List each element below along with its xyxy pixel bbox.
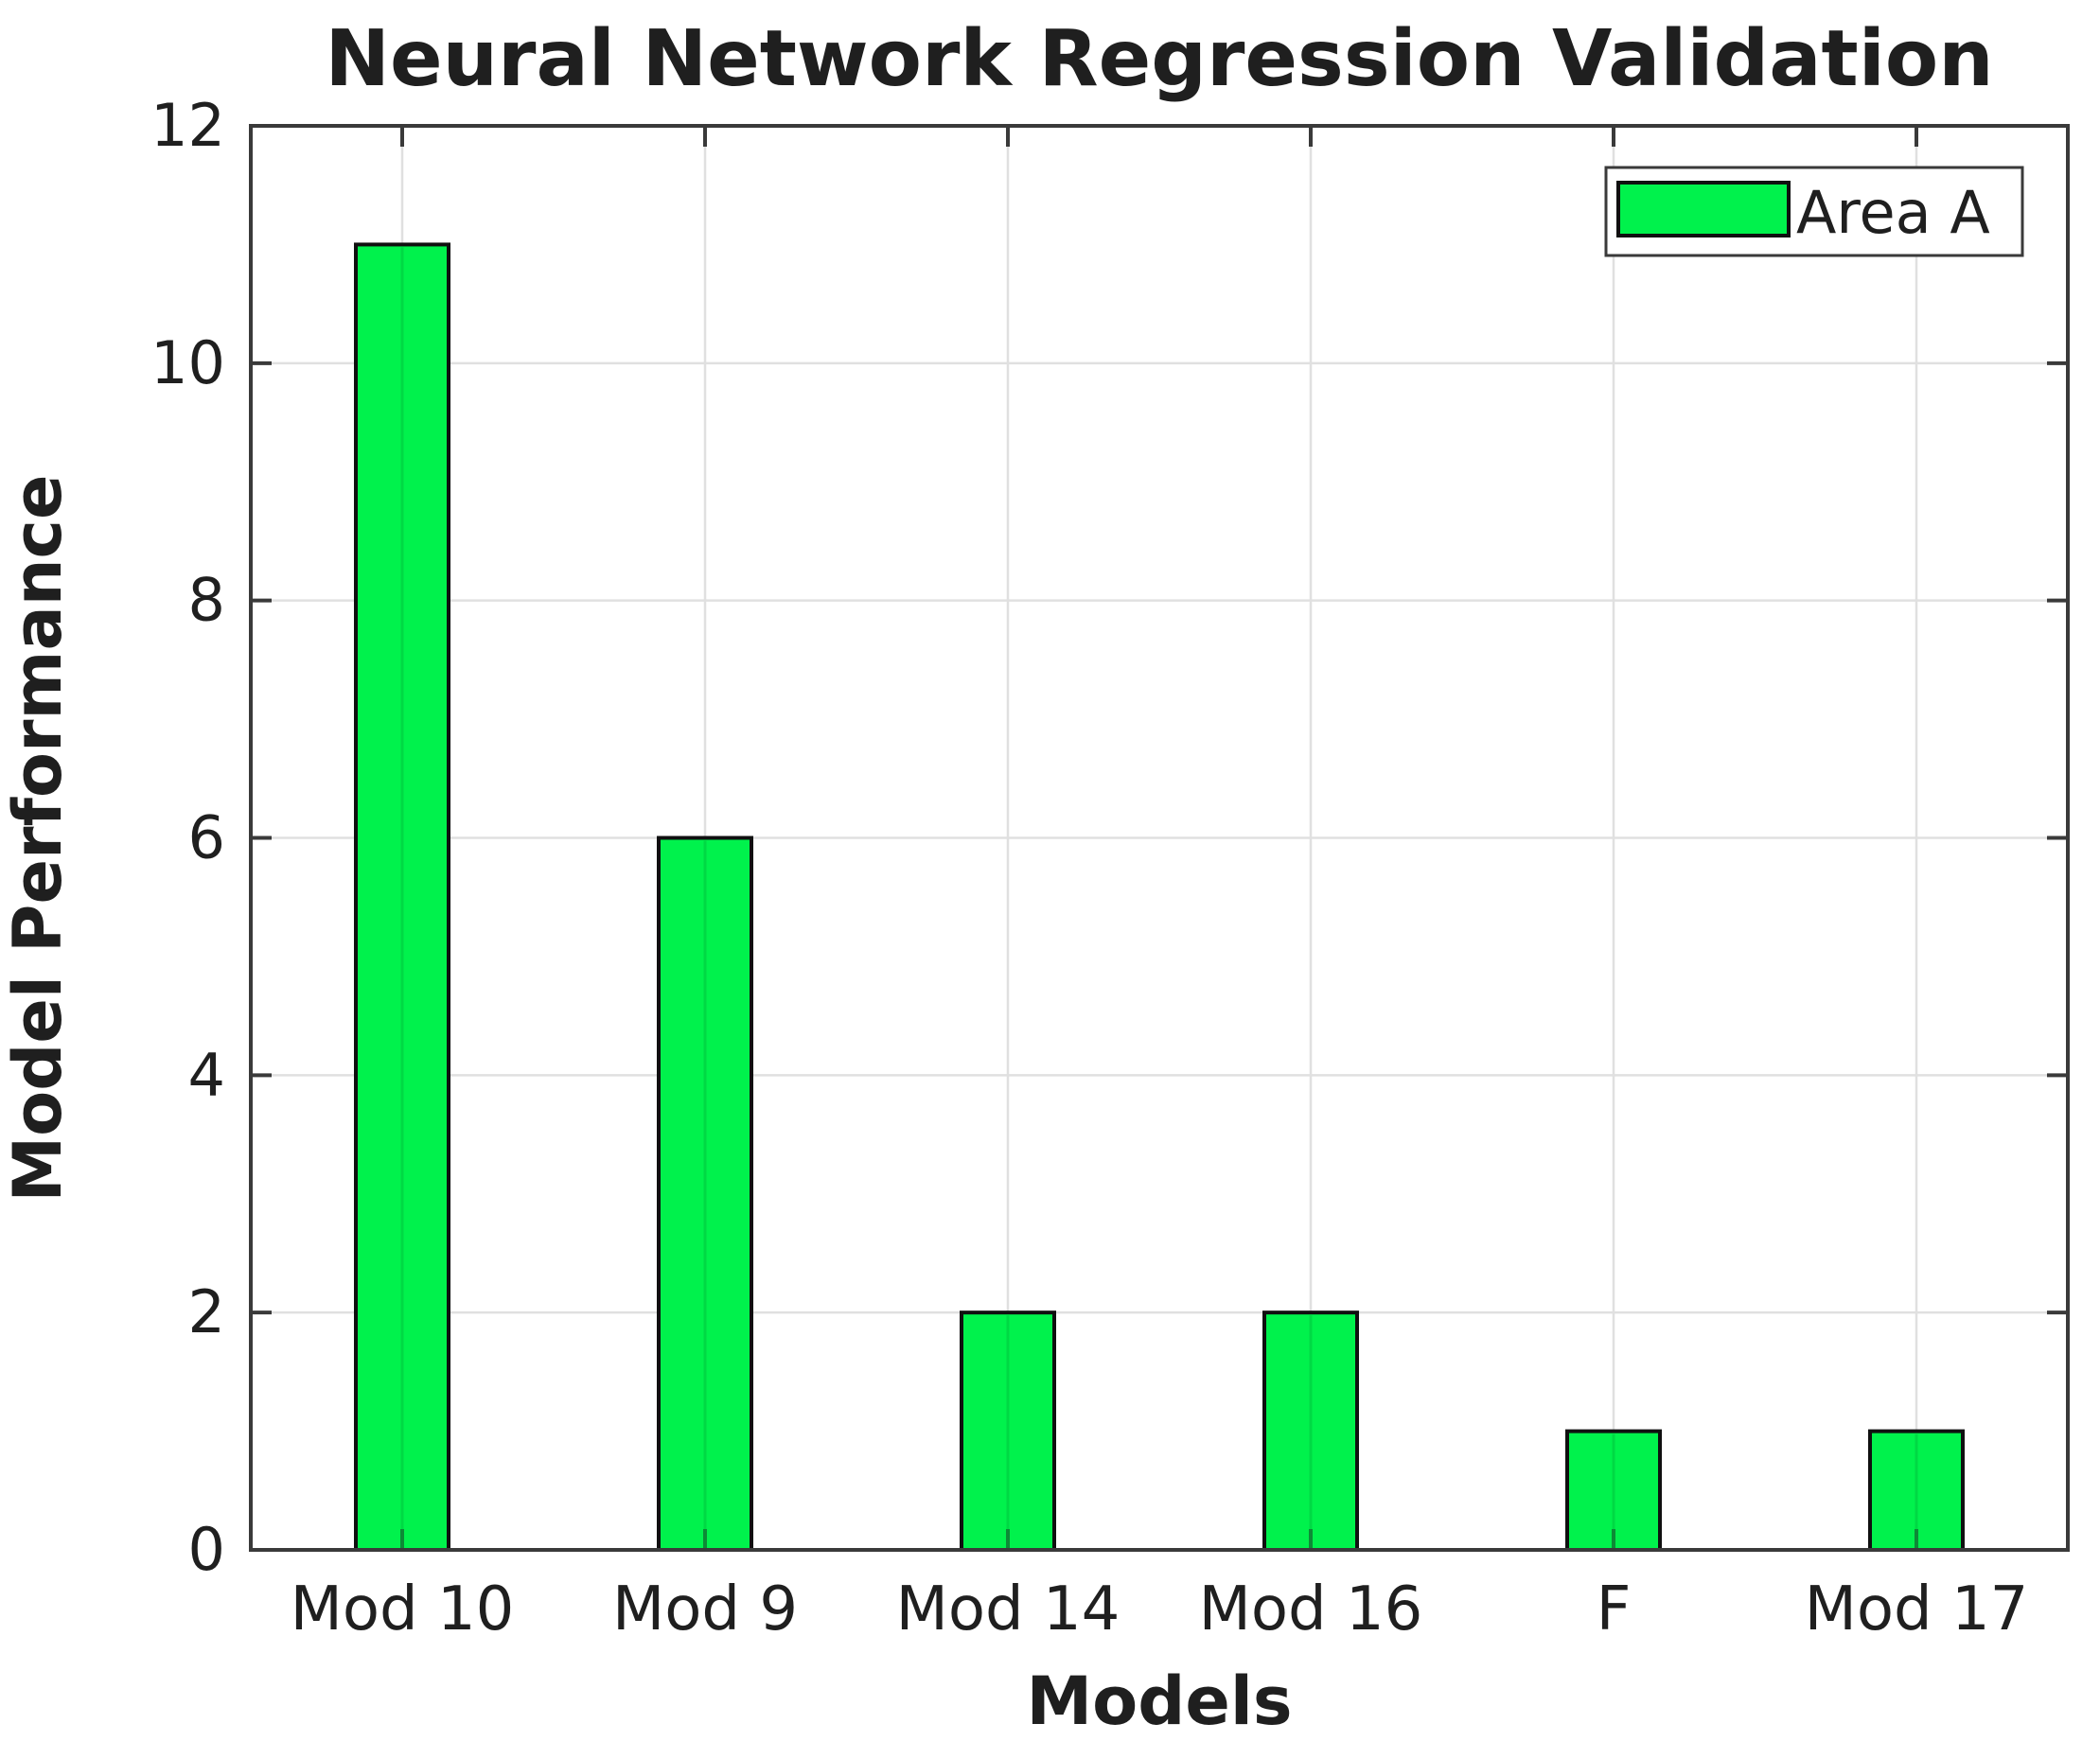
y-tick-label: 10 — [150, 328, 225, 397]
legend: Area A — [1604, 166, 2024, 257]
x-tick-label: Mod 14 — [896, 1574, 1121, 1645]
y-tick-label: 6 — [188, 803, 225, 872]
y-axis-label: Model Performance — [0, 474, 77, 1202]
y-tick-label: 4 — [188, 1040, 225, 1109]
y-tick-label: 2 — [188, 1277, 225, 1346]
gridlines — [251, 126, 2068, 1550]
legend-swatch-area-a — [1616, 181, 1791, 237]
x-tick-label: F — [1597, 1574, 1632, 1645]
x-tick-label: Mod 9 — [612, 1574, 798, 1645]
x-tick-label: Mod 17 — [1805, 1574, 2029, 1645]
chart-title: Neural Network Regression Validation — [325, 14, 1993, 104]
y-tick-label: 0 — [188, 1515, 225, 1584]
bar — [354, 242, 450, 1553]
bars — [354, 242, 1965, 1553]
plot-border — [249, 124, 2070, 1552]
y-tick-labels: 0 2 4 6 8 10 12 — [150, 91, 225, 1584]
y-tick-label: 8 — [188, 566, 225, 635]
legend-label: Area A — [1796, 178, 1990, 247]
bar — [657, 836, 753, 1552]
x-tick-labels: Mod 10 Mod 9 Mod 14 Mod 16 F Mod 17 — [291, 1574, 2029, 1645]
bar — [1262, 1310, 1359, 1552]
x-tick-label: Mod 10 — [291, 1574, 515, 1645]
bar — [960, 1310, 1056, 1552]
x-axis-label: Models — [1027, 1662, 1293, 1740]
x-tick-label: Mod 16 — [1199, 1574, 1423, 1645]
y-tick-label: 12 — [150, 91, 225, 160]
